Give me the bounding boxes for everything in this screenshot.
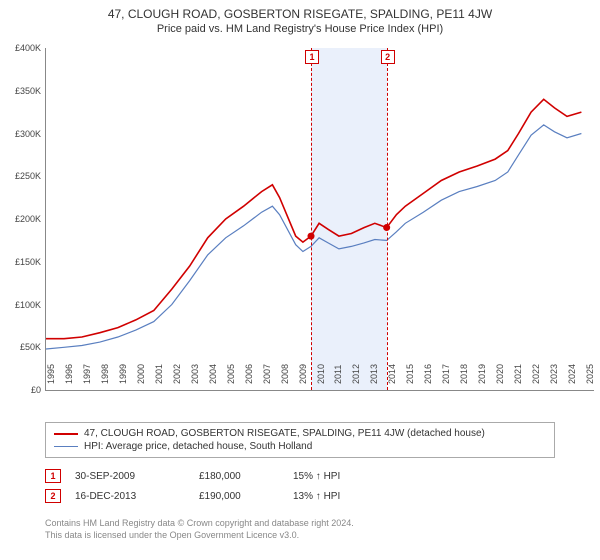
x-tick-label: 2020 (495, 364, 505, 384)
footer-attribution: Contains HM Land Registry data © Crown c… (45, 518, 555, 541)
x-tick-label: 2004 (208, 364, 218, 384)
x-tick-label: 1999 (118, 364, 128, 384)
sale-row-badge: 1 (45, 469, 61, 483)
x-tick-label: 2017 (441, 364, 451, 384)
x-tick-label: 2007 (262, 364, 272, 384)
x-tick-label: 2024 (567, 364, 577, 384)
x-tick-label: 2001 (154, 364, 164, 384)
sale-marker-badge: 2 (381, 50, 395, 64)
sale-marker-badge: 1 (305, 50, 319, 64)
sale-row-badge: 2 (45, 489, 61, 503)
x-tick-label: 2016 (423, 364, 433, 384)
x-tick-label: 2025 (585, 364, 595, 384)
chart-title: 47, CLOUGH ROAD, GOSBERTON RISEGATE, SPA… (0, 0, 600, 23)
x-tick-label: 2013 (369, 364, 379, 384)
x-tick-label: 2005 (226, 364, 236, 384)
x-tick-label: 2011 (333, 365, 343, 384)
x-tick-label: 2019 (477, 364, 487, 384)
y-tick-label: £400K (1, 43, 41, 53)
sale-marker-line (311, 48, 312, 390)
sale-marker-line (387, 48, 388, 390)
x-tick-label: 2023 (549, 364, 559, 384)
sale-row: 2 16-DEC-2013 £190,000 13% ↑ HPI (45, 486, 555, 506)
x-tick-label: 1998 (100, 364, 110, 384)
sale-price: £190,000 (199, 491, 279, 502)
y-tick-label: £0 (1, 385, 41, 395)
x-tick-label: 2012 (351, 364, 361, 384)
y-tick-label: £100K (1, 300, 41, 310)
x-tick-label: 2010 (316, 364, 326, 384)
x-tick-label: 1995 (46, 364, 56, 384)
legend-item: 47, CLOUGH ROAD, GOSBERTON RISEGATE, SPA… (54, 427, 546, 440)
sale-date: 16-DEC-2013 (75, 491, 185, 502)
legend-item: HPI: Average price, detached house, Sout… (54, 440, 546, 453)
sales-table: 1 30-SEP-2009 £180,000 15% ↑ HPI 2 16-DEC-201… (45, 466, 555, 506)
x-tick-label: 2002 (172, 364, 182, 384)
x-tick-label: 2008 (280, 364, 290, 384)
sale-date: 30-SEP-2009 (75, 471, 185, 482)
series-property (46, 99, 581, 338)
plot-svg (46, 48, 594, 390)
footer-line1: Contains HM Land Registry data © Crown c… (45, 518, 555, 530)
legend-box: 47, CLOUGH ROAD, GOSBERTON RISEGATE, SPA… (45, 422, 555, 458)
legend-label: 47, CLOUGH ROAD, GOSBERTON RISEGATE, SPA… (84, 428, 485, 439)
chart-container: 47, CLOUGH ROAD, GOSBERTON RISEGATE, SPA… (0, 0, 600, 560)
chart-subtitle: Price paid vs. HM Land Registry's House … (0, 23, 600, 39)
x-tick-label: 2022 (531, 364, 541, 384)
y-tick-label: £300K (1, 129, 41, 139)
x-tick-label: 1997 (82, 364, 92, 384)
sale-pct-vs-hpi: 13% ↑ HPI (293, 491, 373, 502)
legend-swatch (54, 446, 78, 447)
y-tick-label: £350K (1, 86, 41, 96)
y-tick-label: £50K (1, 342, 41, 352)
sale-row: 1 30-SEP-2009 £180,000 15% ↑ HPI (45, 466, 555, 486)
footer-line2: This data is licensed under the Open Gov… (45, 530, 555, 542)
sale-price: £180,000 (199, 471, 279, 482)
x-tick-label: 2014 (387, 364, 397, 384)
sale-pct-vs-hpi: 15% ↑ HPI (293, 471, 373, 482)
y-tick-label: £250K (1, 171, 41, 181)
legend-swatch (54, 433, 78, 435)
x-tick-label: 2015 (405, 364, 415, 384)
x-tick-label: 1996 (64, 364, 74, 384)
legend-label: HPI: Average price, detached house, Sout… (84, 441, 312, 452)
x-tick-label: 2000 (136, 364, 146, 384)
y-tick-label: £150K (1, 257, 41, 267)
y-tick-label: £200K (1, 214, 41, 224)
plot-area: £0£50K£100K£150K£200K£250K£300K£350K£400… (45, 48, 594, 391)
x-tick-label: 2021 (513, 364, 523, 384)
x-tick-label: 2018 (459, 364, 469, 384)
x-tick-label: 2006 (244, 364, 254, 384)
x-tick-label: 2003 (190, 364, 200, 384)
x-tick-label: 2009 (298, 364, 308, 384)
